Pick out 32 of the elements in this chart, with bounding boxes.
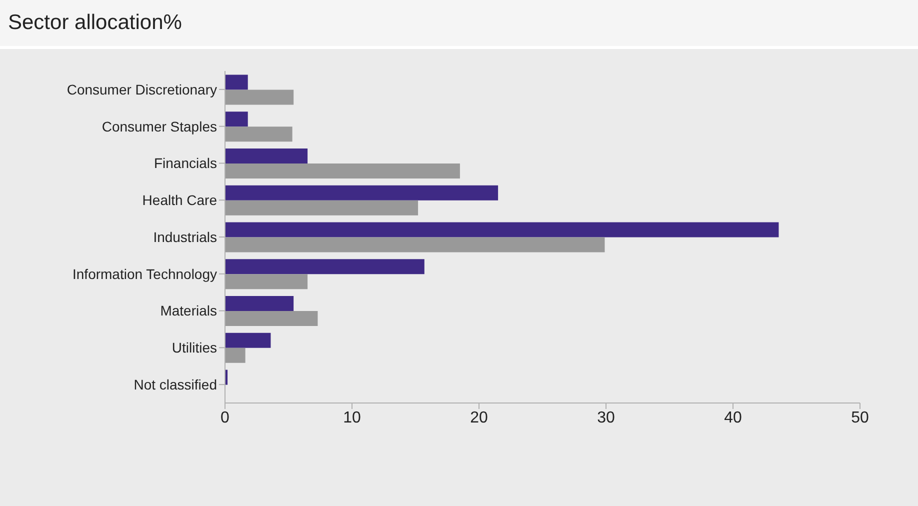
bar	[225, 74, 248, 90]
chart-title: Sector allocation%	[0, 0, 918, 49]
bar	[225, 296, 294, 312]
y-tick-label: Materials	[160, 302, 217, 319]
y-tick-label: Utilities	[172, 340, 217, 356]
y-tick-label: Health Care	[142, 192, 218, 208]
y-tick-label: Financials	[154, 155, 217, 172]
bar	[225, 163, 460, 178]
bar	[225, 185, 498, 200]
y-tick-label: Information Technology	[72, 266, 217, 282]
bar	[225, 90, 294, 105]
bar	[225, 200, 418, 216]
x-tick-label: 50	[851, 409, 869, 426]
bar	[225, 126, 292, 142]
bar	[225, 237, 605, 252]
x-tick-label: 40	[724, 409, 742, 426]
bar	[225, 348, 246, 363]
y-tick-label: Industrials	[153, 228, 217, 245]
x-tick-label: 10	[343, 409, 361, 426]
x-tick-label: 30	[597, 409, 615, 426]
bar	[225, 259, 424, 274]
bar	[225, 222, 779, 238]
bar	[225, 311, 318, 326]
y-tick-label: Consumer Staples	[102, 118, 217, 134]
x-tick-label: 0	[220, 409, 230, 426]
x-tick-label: 20	[470, 409, 488, 426]
y-tick-label: Consumer Discretionary	[66, 81, 217, 98]
bar	[225, 332, 271, 348]
bar	[225, 112, 248, 127]
bar	[225, 274, 308, 290]
y-tick-label: Not classified	[134, 376, 217, 393]
bar	[225, 148, 308, 164]
